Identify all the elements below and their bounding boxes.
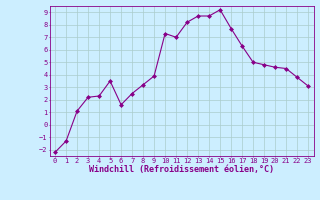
X-axis label: Windchill (Refroidissement éolien,°C): Windchill (Refroidissement éolien,°C) (89, 165, 274, 174)
